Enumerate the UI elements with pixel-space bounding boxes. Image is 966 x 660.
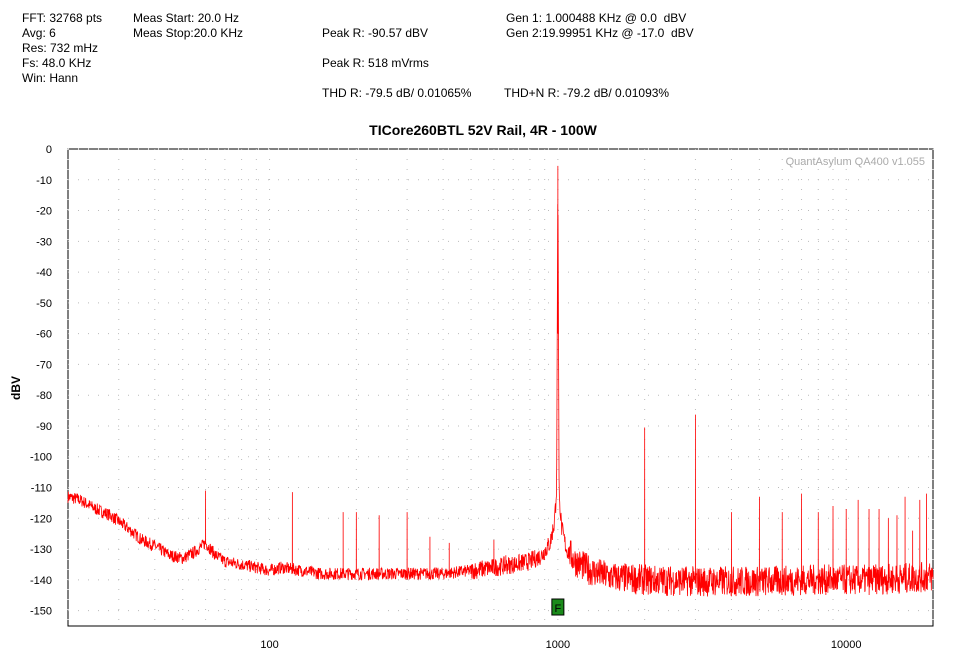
x-tick-labels: 100 1000 10000 (260, 639, 861, 651)
sample-rate-label: Fs: 48.0 KHz (22, 56, 92, 70)
chart-title: TICore260BTL 52V Rail, 4R - 100W (369, 122, 597, 138)
resolution-label: Res: 732 mHz (22, 41, 99, 55)
peak-rms-label: Peak R: 518 mVrms (322, 56, 429, 70)
y-tick-label: -130 (30, 544, 52, 556)
thd-label: THD R: -79.5 dB/ 0.01065% (322, 86, 472, 100)
y-tick-label: -20 (36, 206, 52, 218)
fft-points-label: FFT: 32768 pts (22, 11, 103, 25)
x-tick-label: 10000 (831, 639, 862, 651)
y-tick-label: -70 (36, 359, 52, 371)
gen1-label: Gen 1: 1.000488 KHz @ 0.0 dBV (506, 11, 687, 25)
y-tick-label: -60 (36, 329, 52, 341)
peak-dbv-label: Peak R: -90.57 dBV (322, 26, 429, 40)
meas-stop-label: Meas Stop:20.0 KHz (133, 26, 244, 40)
spectrum-trace (67, 165, 934, 597)
grid (67, 148, 934, 626)
y-tick-label: -90 (36, 421, 52, 433)
y-tick-label: -150 (30, 606, 52, 618)
plot-frame (67, 148, 934, 627)
y-tick-label: -50 (36, 298, 52, 310)
y-tick-label: -110 (31, 483, 52, 495)
thdn-label: THD+N R: -79.2 dB/ 0.01093% (504, 86, 670, 100)
spectrum-line (67, 165, 934, 597)
marker-box (551, 598, 565, 616)
y-axis-label: dBV (9, 376, 23, 400)
y-tick-label: -10 (36, 175, 52, 187)
fundamental-marker[interactable]: F (551, 598, 565, 616)
y-tick-label: 0 (46, 144, 52, 156)
x-tick-label: 100 (260, 639, 278, 651)
gen2-label: Gen 2:19.99951 KHz @ -17.0 dBV (506, 26, 694, 40)
y-tick-label: -30 (36, 236, 52, 248)
y-tick-label: -40 (36, 267, 52, 279)
y-tick-label: -80 (36, 390, 52, 402)
meas-start-label: Meas Start: 20.0 Hz (133, 11, 240, 25)
y-tick-label: -120 (30, 513, 52, 525)
marker-label: F (555, 603, 562, 615)
y-tick-label: -100 (30, 452, 52, 464)
window-label: Win: Hann (22, 71, 79, 85)
x-tick-label: 1000 (546, 639, 570, 651)
watermark: QuantAsylum QA400 v1.055 (786, 156, 925, 168)
y-tick-labels: 0 -10 -20 -30 -40 -50 -60 -70 -80 -90 -100 -110 -120… (30, 144, 52, 618)
averages-label: Avg: 6 (22, 26, 56, 40)
y-tick-label: -140 (30, 575, 52, 587)
